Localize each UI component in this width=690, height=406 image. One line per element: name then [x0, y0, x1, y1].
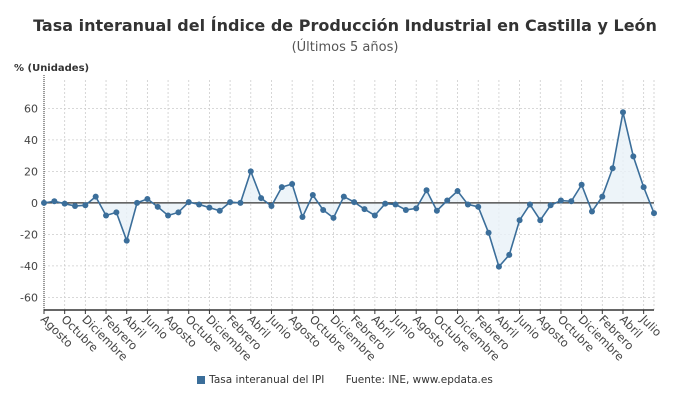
data-point [423, 187, 430, 194]
data-point [640, 184, 647, 191]
data-point [516, 217, 523, 224]
data-point [227, 199, 234, 206]
area-fill [44, 112, 654, 267]
data-point [51, 198, 58, 205]
data-point [568, 198, 575, 205]
data-point [196, 201, 203, 208]
source-note: Fuente: INE, www.epdata.es [345, 374, 493, 386]
data-point [103, 212, 110, 219]
data-point [454, 188, 461, 195]
data-point [237, 199, 244, 206]
data-point [175, 209, 182, 216]
data-point [619, 109, 626, 116]
data-point [41, 199, 47, 206]
data-point [134, 199, 141, 206]
data-point [444, 197, 451, 204]
data-point [506, 251, 513, 258]
data-point [351, 199, 358, 206]
data-point [258, 195, 265, 202]
data-point [382, 200, 389, 207]
data-point [651, 210, 657, 217]
data-point [206, 204, 213, 211]
data-point [185, 199, 192, 206]
y-tick-label: 0 [31, 197, 38, 210]
data-point [82, 202, 89, 209]
data-point [247, 168, 254, 175]
data-point [630, 153, 637, 160]
data-point [475, 203, 482, 210]
y-axis-label: % (Unidades) [14, 63, 90, 74]
data-point [402, 206, 409, 213]
data-point [599, 193, 606, 200]
data-point [392, 201, 399, 208]
data-point [413, 205, 420, 212]
legend-swatch [197, 376, 206, 384]
legend: Tasa interanual del IPI Fuente: INE, www… [0, 374, 690, 386]
data-point [92, 193, 99, 200]
data-point [278, 184, 285, 191]
y-tick-label: -40 [20, 260, 38, 273]
y-tick-label: -60 [20, 291, 38, 304]
data-point [578, 181, 585, 188]
y-tick-label: 40 [24, 134, 38, 147]
data-point [588, 208, 595, 215]
data-point [609, 165, 616, 172]
y-tick-label: -20 [20, 228, 38, 241]
data-point [309, 192, 316, 198]
data-point [299, 214, 306, 221]
data-point [61, 200, 68, 207]
data-point [464, 201, 471, 208]
data-point [320, 206, 327, 213]
data-point [113, 209, 120, 216]
data-point [330, 214, 337, 221]
data-point [361, 206, 368, 213]
y-tick-label: 60 [24, 102, 38, 115]
data-point [165, 212, 172, 219]
data-point [537, 217, 544, 224]
data-point [485, 229, 492, 236]
data-point [123, 237, 130, 244]
data-point [289, 180, 296, 187]
data-point [268, 203, 275, 210]
data-point [495, 263, 502, 270]
chart-subtitle: (Últimos 5 años) [291, 40, 399, 55]
data-point [154, 203, 161, 210]
series-line [43, 112, 655, 269]
data-point [526, 201, 533, 208]
data-point [340, 193, 347, 200]
data-point [144, 195, 151, 202]
data-point [216, 207, 223, 214]
chart-title: Tasa interanual del Índice de Producción… [33, 16, 657, 35]
data-point [557, 197, 564, 204]
data-point [433, 207, 440, 214]
data-point [371, 212, 378, 219]
data-point [72, 203, 79, 210]
y-tick-label: 20 [24, 165, 38, 178]
legend-label: Tasa interanual del IPI [209, 374, 325, 386]
data-point [547, 202, 554, 209]
